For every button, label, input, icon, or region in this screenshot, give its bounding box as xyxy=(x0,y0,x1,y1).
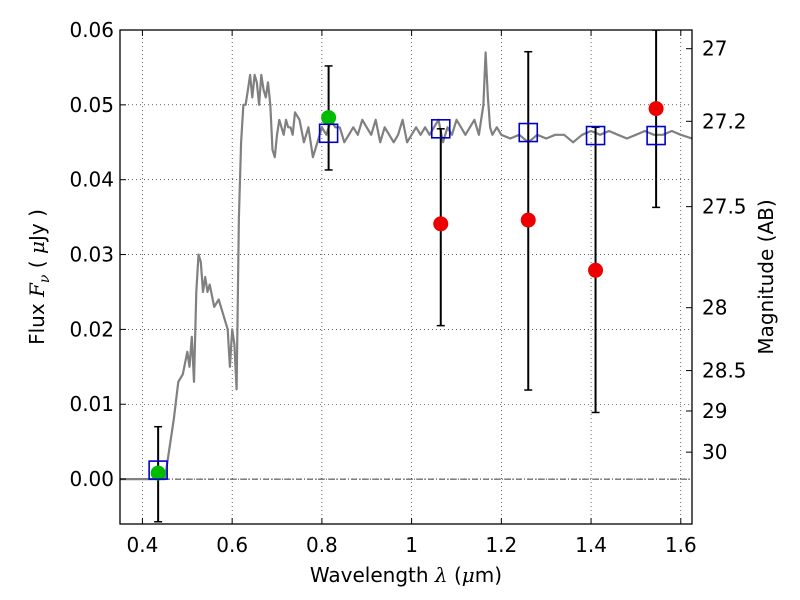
x-tick-label: 1.4 xyxy=(575,533,607,557)
y2-tick-label: 30 xyxy=(702,440,727,464)
plot-area xyxy=(120,30,692,523)
model-photometry-point xyxy=(646,125,666,146)
x-tick-label: 1.2 xyxy=(485,533,517,557)
model-photometry-point xyxy=(518,122,539,143)
y-axis-label: Flux Fν ( μJy ) xyxy=(25,209,53,345)
x-tick-label: 1.6 xyxy=(665,533,697,557)
axis-ticks: 0.4 0.6 0.8 1 1.2 1.4 1.6 0.00 0.01 0.02 0.03 0.04 0… xyxy=(69,18,746,557)
plot-frame xyxy=(119,29,693,525)
model-photometry-point xyxy=(148,460,168,480)
y2-tick-label: 28.5 xyxy=(702,359,747,383)
x-tick-label: 0.4 xyxy=(127,533,159,557)
y2-tick-label: 27.5 xyxy=(702,195,747,219)
model-photometry-point xyxy=(318,123,339,144)
x-tick-label: 0.8 xyxy=(306,533,338,557)
upper-limit-point xyxy=(588,262,604,278)
detection-point xyxy=(321,110,337,126)
y-tick-label: 0.02 xyxy=(69,317,114,341)
x-tick-label: 1 xyxy=(405,533,418,557)
y2-tick-label: 27.2 xyxy=(702,109,747,133)
model-photometry-point xyxy=(585,125,606,146)
upper-limit-point xyxy=(433,216,449,232)
y-tick-label: 0.04 xyxy=(69,168,114,192)
y2-tick-label: 29 xyxy=(702,399,727,423)
y-tick-label: 0.03 xyxy=(69,243,114,267)
upper-limit-point xyxy=(520,212,536,228)
y-tick-label: 0.01 xyxy=(69,392,114,416)
detection-point xyxy=(150,465,166,481)
model-sed-line xyxy=(120,51,692,481)
y-tick-label: 0.06 xyxy=(69,18,114,42)
y2-axis-label: Magnitude (AB) xyxy=(754,199,778,354)
x-tick-label: 0.6 xyxy=(216,533,248,557)
x-axis-label: Wavelength λ (μm) xyxy=(310,563,502,587)
y2-tick-label: 27 xyxy=(702,37,727,61)
upper-limit-point xyxy=(648,101,664,117)
y-tick-label: 0.00 xyxy=(69,467,114,491)
y-tick-label: 0.05 xyxy=(69,93,114,117)
model-photometry-point xyxy=(430,119,451,139)
y2-tick-label: 28 xyxy=(702,296,727,320)
